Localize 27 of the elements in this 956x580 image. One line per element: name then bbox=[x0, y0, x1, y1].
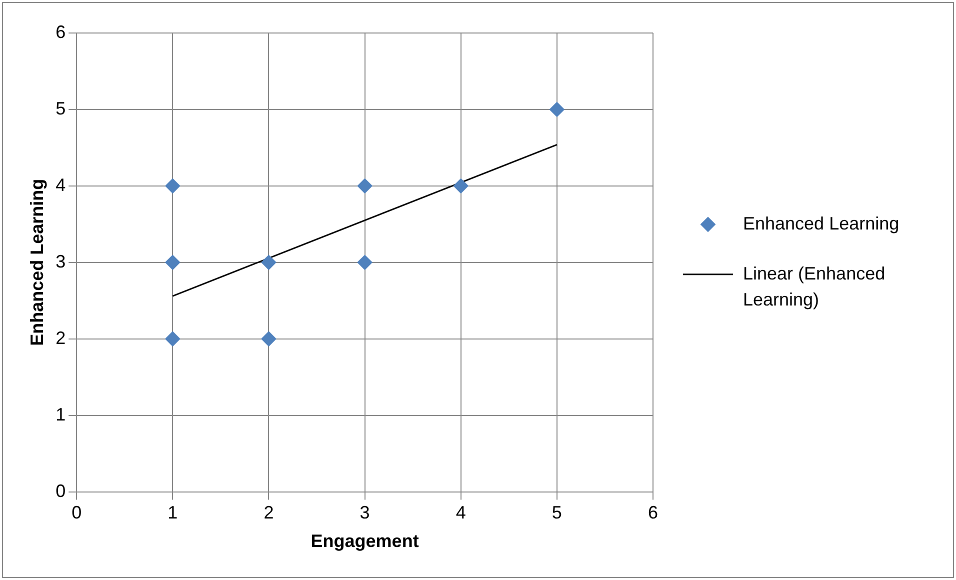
y-axis-title: Enhanced Learning bbox=[26, 178, 47, 346]
legend-label: Linear (Enhanced Learning) bbox=[743, 263, 886, 310]
x-tick-label: 1 bbox=[168, 502, 178, 523]
x-tick-label: 2 bbox=[264, 502, 274, 523]
x-tick-label: 5 bbox=[552, 502, 562, 523]
y-tick-label: 1 bbox=[56, 404, 66, 424]
point bbox=[261, 254, 276, 270]
y-tick-label: 5 bbox=[56, 98, 66, 118]
y-tick-label: 3 bbox=[56, 251, 66, 272]
x-tick-label: 0 bbox=[72, 502, 82, 523]
x-tick-label: 4 bbox=[456, 502, 466, 523]
y-tick-label: 0 bbox=[56, 480, 66, 501]
x-axis-title: Engagement bbox=[310, 531, 419, 552]
point bbox=[165, 178, 180, 194]
point bbox=[357, 254, 372, 270]
legend-label: Enhanced Learning bbox=[743, 213, 900, 234]
y-tick-label: 6 bbox=[56, 22, 66, 42]
point bbox=[549, 102, 564, 117]
x-tick-label: 3 bbox=[360, 502, 370, 523]
point bbox=[357, 178, 372, 194]
y-tick-label: 4 bbox=[56, 174, 66, 195]
point bbox=[165, 331, 180, 346]
y-tick-label: 2 bbox=[56, 328, 66, 348]
point bbox=[261, 331, 276, 346]
point bbox=[165, 254, 180, 270]
x-tick-label: 6 bbox=[648, 502, 658, 523]
point bbox=[453, 178, 468, 194]
